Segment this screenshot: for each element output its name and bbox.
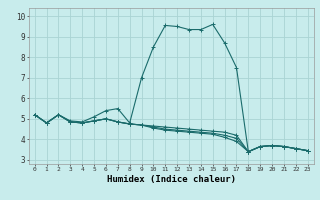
X-axis label: Humidex (Indice chaleur): Humidex (Indice chaleur) xyxy=(107,175,236,184)
